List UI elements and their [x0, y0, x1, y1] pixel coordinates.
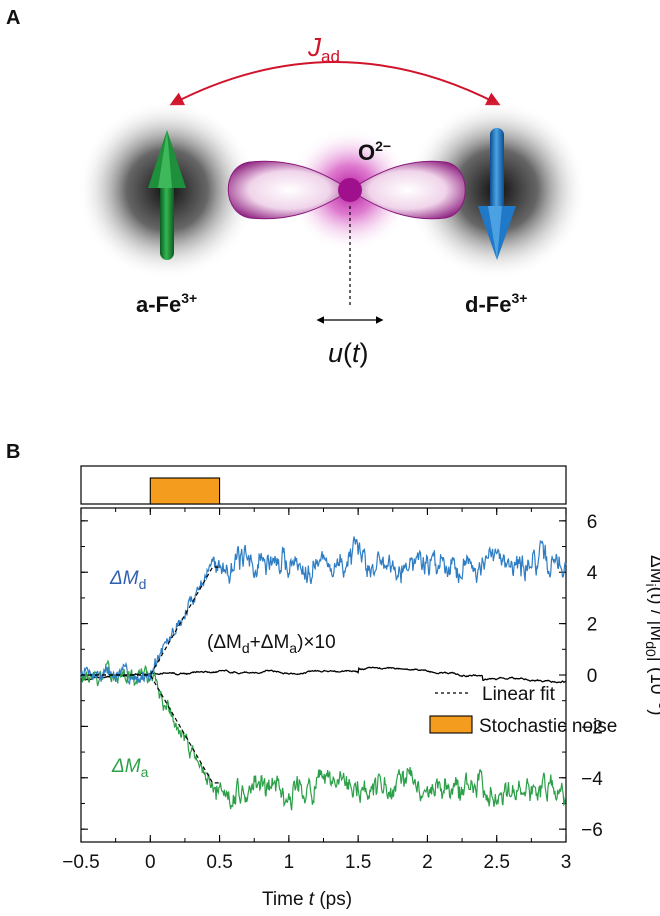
x-tick-label: 1: [284, 852, 295, 873]
oxygen-right-lobe: [349, 160, 466, 220]
oxygen-left-lobe: [227, 160, 351, 220]
x-axis-title: Time t (ps): [262, 889, 352, 910]
x-axis: −0.5 0 0.5 1 1.5 2 2.5 3: [62, 508, 571, 873]
displacement-label: u(t): [328, 338, 369, 368]
noise-pulse-bar: [149, 477, 221, 505]
x-tick-label: −0.5: [62, 852, 100, 873]
x-tick-label: 2.5: [484, 852, 510, 873]
exchange-arrow: [169, 61, 501, 106]
y-tick-label: 4: [587, 563, 598, 584]
d-spin-shaft: [490, 128, 504, 214]
series-a-line: [80, 659, 566, 811]
y-tick-label: −6: [581, 820, 603, 841]
a-spin-shaft: [160, 180, 174, 260]
plot-curves: [80, 536, 567, 811]
exchange-label: Jad: [307, 32, 340, 66]
noise-strip-frame: [80, 465, 567, 505]
panel-a-label: A: [6, 7, 20, 29]
oxygen-core: [338, 178, 362, 202]
legend-noise-swatch: [429, 715, 473, 734]
x-tick-label: 0.5: [206, 852, 232, 873]
series-a-label: ΔMa: [111, 756, 149, 780]
linear-fit-d: [81, 566, 220, 676]
y-tick-label: −2: [581, 717, 603, 738]
series-sum-label: (ΔMd+ΔMa)×10: [207, 632, 336, 656]
x-tick-label: 1.5: [345, 852, 371, 873]
y-axis-title: ΔMi(t) / |Md0| (10−3): [643, 555, 660, 716]
legend-fit-label: Linear fit: [482, 684, 556, 705]
linear-fit-a: [81, 674, 220, 784]
legend-noise-label: Stochastic noise: [479, 716, 617, 737]
a-site-label: a-Fe3+: [136, 290, 197, 317]
d-site-label: d-Fe3+: [465, 290, 527, 317]
series-sum-line: [80, 666, 567, 684]
y-axis: 6 4 2 0 −2 −4 −6: [81, 512, 603, 841]
y-tick-label: −4: [581, 769, 603, 790]
x-tick-label: 0: [145, 852, 156, 873]
series-d-label: ΔMd: [109, 568, 146, 592]
x-tick-label: 3: [561, 852, 572, 873]
panel-b-label: B: [6, 441, 20, 463]
series-d-line: [80, 536, 567, 685]
y-tick-label: 0: [587, 666, 598, 687]
oxygen-label: O2−: [358, 138, 391, 165]
y-tick-label: 2: [587, 615, 598, 636]
x-tick-label: 2: [422, 852, 433, 873]
y-tick-label: 6: [587, 512, 598, 533]
